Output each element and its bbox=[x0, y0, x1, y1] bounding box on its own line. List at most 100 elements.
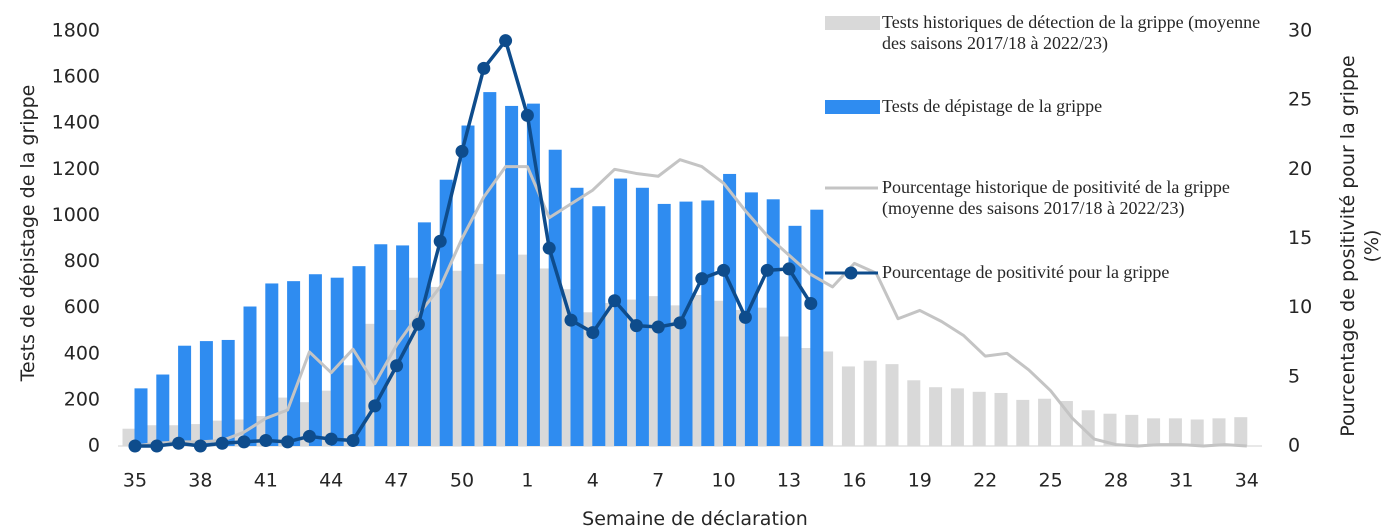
marker bbox=[673, 316, 687, 330]
marker bbox=[368, 399, 382, 413]
bar bbox=[427, 286, 441, 446]
bar bbox=[994, 392, 1008, 446]
marker bbox=[281, 435, 295, 449]
y-tick-label: 400 bbox=[64, 342, 100, 364]
bar bbox=[156, 374, 170, 446]
bar bbox=[1190, 419, 1204, 446]
legend-swatch bbox=[825, 100, 880, 114]
marker bbox=[477, 61, 491, 75]
bar bbox=[461, 125, 475, 447]
y-tick-label: 1000 bbox=[52, 204, 100, 226]
marker bbox=[411, 317, 425, 331]
bar bbox=[308, 274, 322, 446]
bar bbox=[1212, 418, 1226, 446]
bar bbox=[1125, 414, 1139, 446]
bar bbox=[396, 245, 410, 446]
bar bbox=[483, 92, 497, 446]
x-tick-label: 7 bbox=[652, 470, 664, 492]
y2-axis-title: Pourcentage de positivité pour la grippe… bbox=[1337, 55, 1383, 437]
legend-label: Tests de dépistage de la grippe bbox=[882, 96, 1103, 116]
x-tick-label: 47 bbox=[385, 470, 409, 492]
marker bbox=[717, 263, 731, 277]
bar bbox=[766, 199, 780, 446]
y-tick-label: 800 bbox=[64, 250, 100, 272]
x-tick-label: 10 bbox=[712, 470, 736, 492]
x-tick-label: 16 bbox=[842, 470, 866, 492]
bar bbox=[711, 300, 725, 446]
bar bbox=[417, 222, 431, 446]
y2-tick-label: 0 bbox=[1288, 435, 1300, 457]
bar bbox=[1038, 398, 1052, 446]
marker bbox=[738, 310, 752, 324]
x-tick-label: 19 bbox=[908, 470, 932, 492]
x-tick-label: 4 bbox=[587, 470, 599, 492]
bar bbox=[863, 360, 877, 446]
bar bbox=[723, 173, 737, 446]
bar bbox=[907, 380, 921, 446]
bar bbox=[1234, 417, 1248, 446]
bar bbox=[635, 187, 649, 446]
marker bbox=[390, 359, 404, 373]
bar bbox=[449, 270, 463, 446]
y-tick-label: 1800 bbox=[52, 20, 100, 42]
marker bbox=[651, 320, 665, 334]
bar bbox=[972, 391, 986, 446]
bar bbox=[623, 299, 637, 446]
bar bbox=[929, 387, 943, 446]
bar bbox=[505, 105, 519, 447]
x-tick-label: 28 bbox=[1104, 470, 1128, 492]
marker bbox=[499, 34, 513, 48]
y-tick-label: 600 bbox=[64, 296, 100, 318]
x-tick-label: 34 bbox=[1235, 470, 1259, 492]
bar bbox=[243, 306, 257, 446]
bar bbox=[318, 390, 332, 446]
marker bbox=[455, 144, 469, 158]
x-axis-title: Semaine de déclaration bbox=[582, 508, 808, 530]
x-tick-label: 50 bbox=[450, 470, 474, 492]
y-tick-label: 1400 bbox=[52, 112, 100, 134]
bar bbox=[221, 339, 235, 446]
marker bbox=[695, 272, 709, 286]
bar bbox=[732, 309, 746, 446]
x-tick-label: 13 bbox=[777, 470, 801, 492]
bar bbox=[614, 178, 628, 447]
bar bbox=[374, 244, 388, 446]
marker bbox=[302, 429, 316, 443]
y-tick-label: 1600 bbox=[52, 66, 100, 88]
bar bbox=[602, 303, 616, 446]
bar bbox=[536, 268, 550, 446]
bar bbox=[178, 345, 192, 446]
y-axis-title: Tests de dépistage de la grippe bbox=[17, 84, 39, 382]
marker bbox=[542, 241, 556, 255]
marker bbox=[586, 326, 600, 340]
x-tick-label: 44 bbox=[319, 470, 343, 492]
bar bbox=[558, 289, 572, 446]
marker bbox=[172, 436, 186, 450]
marker bbox=[608, 294, 622, 308]
bar bbox=[580, 312, 594, 446]
bar bbox=[1016, 399, 1030, 446]
marker bbox=[150, 439, 164, 453]
marker bbox=[215, 436, 229, 450]
bar bbox=[514, 254, 528, 446]
bar bbox=[689, 294, 703, 446]
bar bbox=[570, 187, 584, 446]
x-tick-label: 38 bbox=[188, 470, 212, 492]
legend-label: Pourcentage de positivité pour la grippe bbox=[882, 262, 1170, 282]
bar bbox=[330, 277, 344, 446]
marker bbox=[193, 439, 207, 453]
bar bbox=[1168, 418, 1182, 446]
marker bbox=[804, 297, 818, 311]
bar bbox=[776, 336, 790, 446]
legend-marker bbox=[844, 266, 858, 280]
bar bbox=[950, 388, 964, 446]
marker bbox=[259, 433, 273, 447]
x-tick-label: 41 bbox=[254, 470, 278, 492]
y2-tick-label: 5 bbox=[1288, 365, 1300, 387]
marker bbox=[564, 313, 578, 327]
bar bbox=[645, 296, 659, 446]
bar bbox=[798, 348, 812, 446]
bar bbox=[548, 149, 562, 446]
marker bbox=[324, 432, 338, 446]
